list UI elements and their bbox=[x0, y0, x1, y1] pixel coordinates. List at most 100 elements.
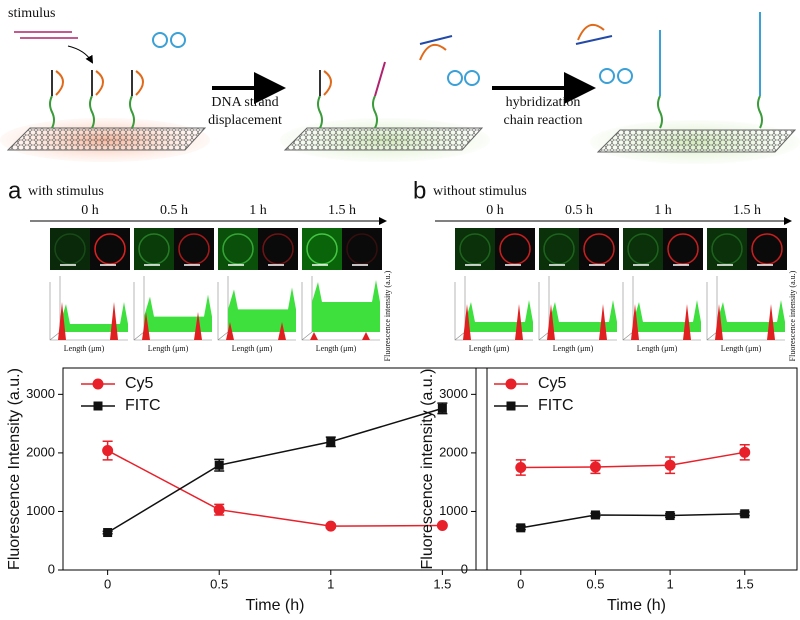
vesicle-red bbox=[178, 233, 210, 265]
profile-x-label: Length (μm) bbox=[553, 344, 594, 353]
panel-letter: b bbox=[413, 177, 426, 204]
x-tick-label: 0.5 bbox=[210, 576, 228, 591]
graphene bbox=[596, 129, 797, 153]
time-label: 0 h bbox=[81, 203, 99, 218]
micrograph-red bbox=[579, 228, 619, 270]
marker bbox=[214, 460, 224, 470]
time-label: 0.5 h bbox=[160, 203, 188, 218]
micrograph-red bbox=[90, 228, 130, 270]
micrograph-green bbox=[707, 228, 747, 270]
marker bbox=[506, 401, 516, 411]
marker bbox=[102, 445, 114, 457]
micrograph-green bbox=[218, 228, 258, 270]
marker bbox=[103, 528, 113, 538]
y-axis-label: Fluorescence Intensity (a.u.) bbox=[6, 368, 23, 570]
graphene bbox=[6, 127, 207, 151]
profile-red bbox=[707, 304, 785, 340]
time-label: 0.5 h bbox=[565, 203, 593, 218]
micrograph-red bbox=[174, 228, 214, 270]
profile-x-label: Length (μm) bbox=[148, 344, 189, 353]
y-tick-label: 3000 bbox=[439, 386, 468, 401]
vesicle-red bbox=[262, 233, 294, 265]
micrograph-green bbox=[134, 228, 174, 270]
micrograph-red bbox=[342, 228, 382, 270]
profile-green bbox=[633, 300, 701, 332]
vesicle-red bbox=[583, 233, 615, 265]
y-tick-label: 2000 bbox=[439, 444, 468, 459]
arrow bbox=[67, 45, 94, 64]
panel-letter: a bbox=[8, 177, 22, 204]
vesicle-green bbox=[54, 233, 86, 265]
micrograph-red bbox=[495, 228, 535, 270]
marker bbox=[740, 509, 750, 519]
x-tick-label: 0 bbox=[104, 576, 111, 591]
micrograph-green bbox=[623, 228, 663, 270]
x-tick-label: 1.5 bbox=[433, 576, 451, 591]
marker bbox=[437, 403, 447, 413]
dna-probes bbox=[49, 12, 763, 129]
step-label: displacement bbox=[208, 113, 282, 128]
marker bbox=[665, 511, 675, 521]
legend-label: FITC bbox=[125, 397, 161, 414]
y-tick-label: 1000 bbox=[439, 503, 468, 518]
plot-frame bbox=[475, 367, 798, 571]
vesicle-red bbox=[94, 233, 126, 265]
vesicle-red bbox=[667, 233, 699, 265]
profile-red bbox=[539, 304, 617, 340]
step-label: chain reaction bbox=[504, 113, 583, 128]
marker bbox=[739, 446, 751, 458]
profile-red bbox=[455, 304, 533, 340]
x-tick-label: 0.5 bbox=[586, 576, 604, 591]
x-tick-label: 1 bbox=[666, 576, 673, 591]
profile-green bbox=[312, 280, 380, 332]
series-line bbox=[107, 407, 443, 534]
marker bbox=[589, 461, 601, 473]
y-tick-label: 2000 bbox=[26, 444, 55, 459]
micrograph-green bbox=[455, 228, 495, 270]
profile-green bbox=[717, 300, 785, 332]
series-line bbox=[520, 451, 745, 469]
vesicle-red bbox=[499, 233, 531, 265]
vesicle-green bbox=[222, 233, 254, 265]
marker bbox=[590, 510, 600, 520]
profile-x-label: Length (μm) bbox=[637, 344, 678, 353]
condition-label: without stimulus bbox=[433, 184, 527, 199]
y-tick-label: 0 bbox=[48, 561, 55, 576]
marker bbox=[325, 520, 337, 532]
marker bbox=[664, 459, 676, 471]
micrograph-green bbox=[302, 228, 342, 270]
graphene bbox=[283, 127, 484, 151]
step-label: hybridization bbox=[506, 95, 581, 110]
marker bbox=[92, 378, 104, 390]
marker bbox=[505, 378, 517, 390]
time-label: 0 h bbox=[486, 203, 504, 218]
marker bbox=[515, 462, 527, 474]
vesicle-green bbox=[306, 233, 338, 265]
schematic: stimulus DNA strand displacement hybrid bbox=[0, 6, 800, 164]
marker bbox=[516, 523, 526, 533]
y-axis-label: Fluorescence intensity (a.u.) bbox=[419, 369, 436, 570]
profile-green bbox=[465, 300, 533, 332]
vesicle-red bbox=[346, 233, 378, 265]
marker bbox=[93, 401, 103, 411]
micrograph-red bbox=[663, 228, 703, 270]
time-label: 1 h bbox=[654, 203, 672, 218]
profile-green bbox=[60, 302, 128, 332]
profile-y-label: Fluorescence intensity (a.u.) bbox=[788, 270, 797, 361]
profile-x-label: Length (μm) bbox=[64, 344, 105, 353]
condition-label: with stimulus bbox=[28, 184, 104, 199]
legend-label: Cy5 bbox=[125, 375, 154, 392]
vesicle-green bbox=[459, 233, 491, 265]
profile-x-label: Length (μm) bbox=[232, 344, 273, 353]
series-line bbox=[107, 449, 443, 527]
vesicle-red bbox=[751, 233, 783, 265]
y-tick-label: 0 bbox=[461, 561, 468, 576]
profile-x-label: Length (μm) bbox=[316, 344, 357, 353]
vesicle-green bbox=[138, 233, 170, 265]
x-tick-label: 1.5 bbox=[736, 576, 754, 591]
plot-frame bbox=[62, 367, 488, 571]
x-axis-label: Time (h) bbox=[246, 597, 305, 614]
series-line bbox=[520, 513, 745, 529]
micrograph-red bbox=[747, 228, 787, 270]
